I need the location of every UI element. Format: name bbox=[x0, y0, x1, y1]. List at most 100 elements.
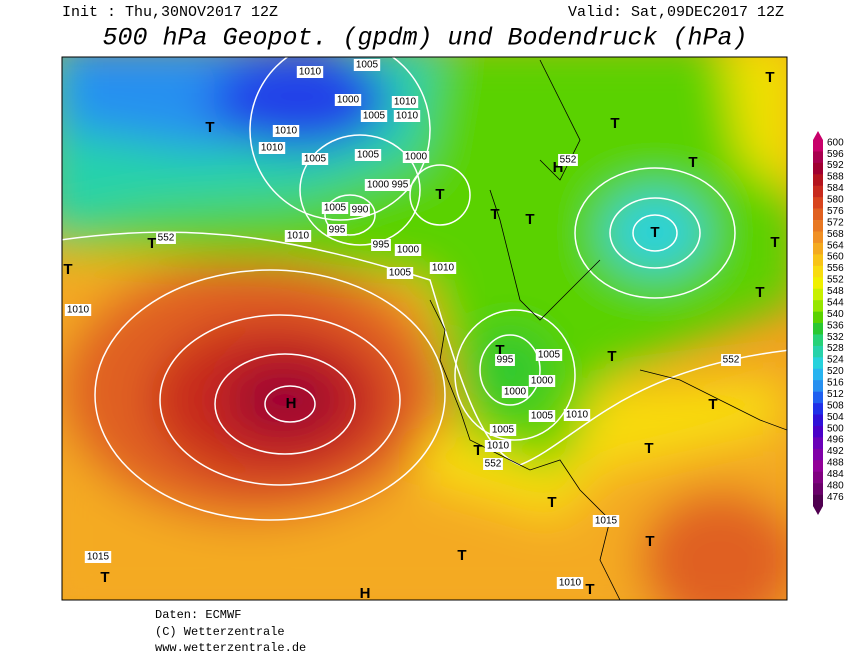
colorbar-label: 480 bbox=[827, 480, 844, 491]
isoline-label: 1005 bbox=[538, 350, 561, 361]
label-box bbox=[592, 515, 620, 527]
isoline-label: 1000 bbox=[367, 180, 390, 191]
colorbar-swatch bbox=[813, 265, 823, 278]
colorbar-swatch bbox=[813, 483, 823, 495]
pressure-center: T bbox=[585, 581, 594, 598]
pressure-center: H bbox=[553, 159, 564, 176]
colorbar-swatch bbox=[813, 448, 823, 461]
pressure-center: T bbox=[755, 284, 764, 301]
label-box bbox=[301, 153, 329, 165]
colorbar-label: 600 bbox=[827, 137, 844, 148]
isoline-label: 1000 bbox=[337, 95, 360, 106]
colorbar-swatch bbox=[813, 437, 823, 450]
colorbar-label: 476 bbox=[827, 492, 844, 503]
label-box bbox=[391, 96, 419, 108]
colorbar-label: 528 bbox=[827, 343, 844, 354]
label-box bbox=[350, 204, 370, 216]
colorbar-label: 564 bbox=[827, 240, 844, 251]
colorbar-label: 576 bbox=[827, 206, 844, 217]
isoline-label: 1000 bbox=[405, 152, 428, 163]
isoline-label: 1000 bbox=[397, 245, 420, 256]
isoline-label: 1005 bbox=[363, 111, 386, 122]
colorbar-label: 492 bbox=[827, 446, 844, 457]
label-box bbox=[321, 202, 349, 214]
isoline-label: 1010 bbox=[566, 410, 589, 421]
label-box bbox=[156, 232, 176, 244]
colorbar-tip bbox=[813, 131, 823, 140]
isoline-label: 1005 bbox=[324, 203, 347, 214]
isoline-label: 1015 bbox=[595, 516, 618, 527]
colorbar-swatch bbox=[813, 494, 823, 507]
isoline-label: 1005 bbox=[389, 268, 412, 279]
isoline-label: 1010 bbox=[394, 97, 417, 108]
map-frame bbox=[61, 56, 788, 601]
colorbar-swatch bbox=[813, 391, 823, 404]
label-box bbox=[429, 262, 457, 274]
label-box bbox=[371, 239, 391, 251]
pressure-center: T bbox=[610, 115, 619, 132]
isoline-label: 995 bbox=[329, 225, 346, 236]
isoline-label: 552 bbox=[560, 155, 577, 166]
isoline-label: 1005 bbox=[357, 150, 380, 161]
pressure-center: T bbox=[473, 442, 482, 459]
colorbar-swatch bbox=[813, 368, 823, 381]
colorbar-label: 516 bbox=[827, 378, 844, 389]
colorbar-label: 532 bbox=[827, 332, 844, 343]
colorbar-label: 540 bbox=[827, 309, 844, 320]
colorbar-label: 508 bbox=[827, 400, 844, 411]
colorbar-label: 560 bbox=[827, 252, 844, 263]
pressure-center: T bbox=[607, 348, 616, 365]
colorbar-label: 548 bbox=[827, 286, 844, 297]
colorbar-swatch bbox=[813, 334, 823, 347]
label-box bbox=[353, 59, 381, 71]
colorbar-swatch bbox=[813, 151, 823, 164]
isoline-label: 1010 bbox=[487, 441, 510, 452]
label-box bbox=[296, 66, 324, 78]
colorbar-swatch bbox=[813, 242, 823, 255]
isoline-label: 1005 bbox=[304, 154, 327, 165]
label-box bbox=[563, 409, 591, 421]
colorbar-swatch bbox=[813, 300, 823, 312]
isoline-label: 1010 bbox=[67, 305, 90, 316]
pressure-center: T bbox=[205, 119, 214, 136]
isoline-label: 1010 bbox=[275, 126, 298, 137]
pressure-center: T bbox=[490, 206, 499, 223]
label-box bbox=[558, 154, 578, 166]
colorbar-swatch bbox=[813, 414, 823, 427]
label-box bbox=[258, 142, 286, 154]
valid-time: Valid: Sat,09DEC2017 12Z bbox=[568, 4, 784, 21]
colorbar-swatch bbox=[813, 220, 823, 232]
colorbar-swatch bbox=[813, 403, 823, 415]
label-box bbox=[272, 125, 300, 137]
isoline-label: 552 bbox=[485, 459, 502, 470]
pressure-center: H bbox=[360, 585, 371, 602]
pressure-center: T bbox=[147, 235, 156, 252]
pressure-center: T bbox=[63, 261, 72, 278]
colorbar-label: 544 bbox=[827, 297, 844, 308]
isoline-label: 995 bbox=[392, 180, 409, 191]
data-source: Daten: ECMWF bbox=[155, 608, 241, 622]
label-box bbox=[64, 304, 92, 316]
label-box bbox=[483, 458, 503, 470]
colorbar-swatch bbox=[813, 197, 823, 209]
pressure-center: T bbox=[650, 224, 659, 241]
isoline-label: 990 bbox=[352, 205, 369, 216]
colorbar-label: 512 bbox=[827, 389, 844, 400]
pressure-center: T bbox=[457, 547, 466, 564]
isoline-label: 1005 bbox=[531, 411, 554, 422]
isoline-label: 1010 bbox=[559, 578, 582, 589]
colorbar-swatch bbox=[813, 311, 823, 324]
isoline-label: 1010 bbox=[287, 231, 310, 242]
label-box bbox=[386, 267, 414, 279]
colorbar-swatch bbox=[813, 345, 823, 358]
colorbar-label: 568 bbox=[827, 229, 844, 240]
label-box bbox=[327, 224, 347, 236]
colorbar-swatch bbox=[813, 174, 823, 187]
pressure-center: T bbox=[644, 440, 653, 457]
label-box bbox=[390, 179, 410, 191]
colorbar-tip bbox=[813, 506, 823, 515]
colorbar-label: 580 bbox=[827, 195, 844, 206]
isoline-label: 1005 bbox=[356, 60, 379, 71]
map-area: HTTTTTTTTTTTTTTTTTTTTTTTHH10101015101510… bbox=[62, 57, 787, 602]
